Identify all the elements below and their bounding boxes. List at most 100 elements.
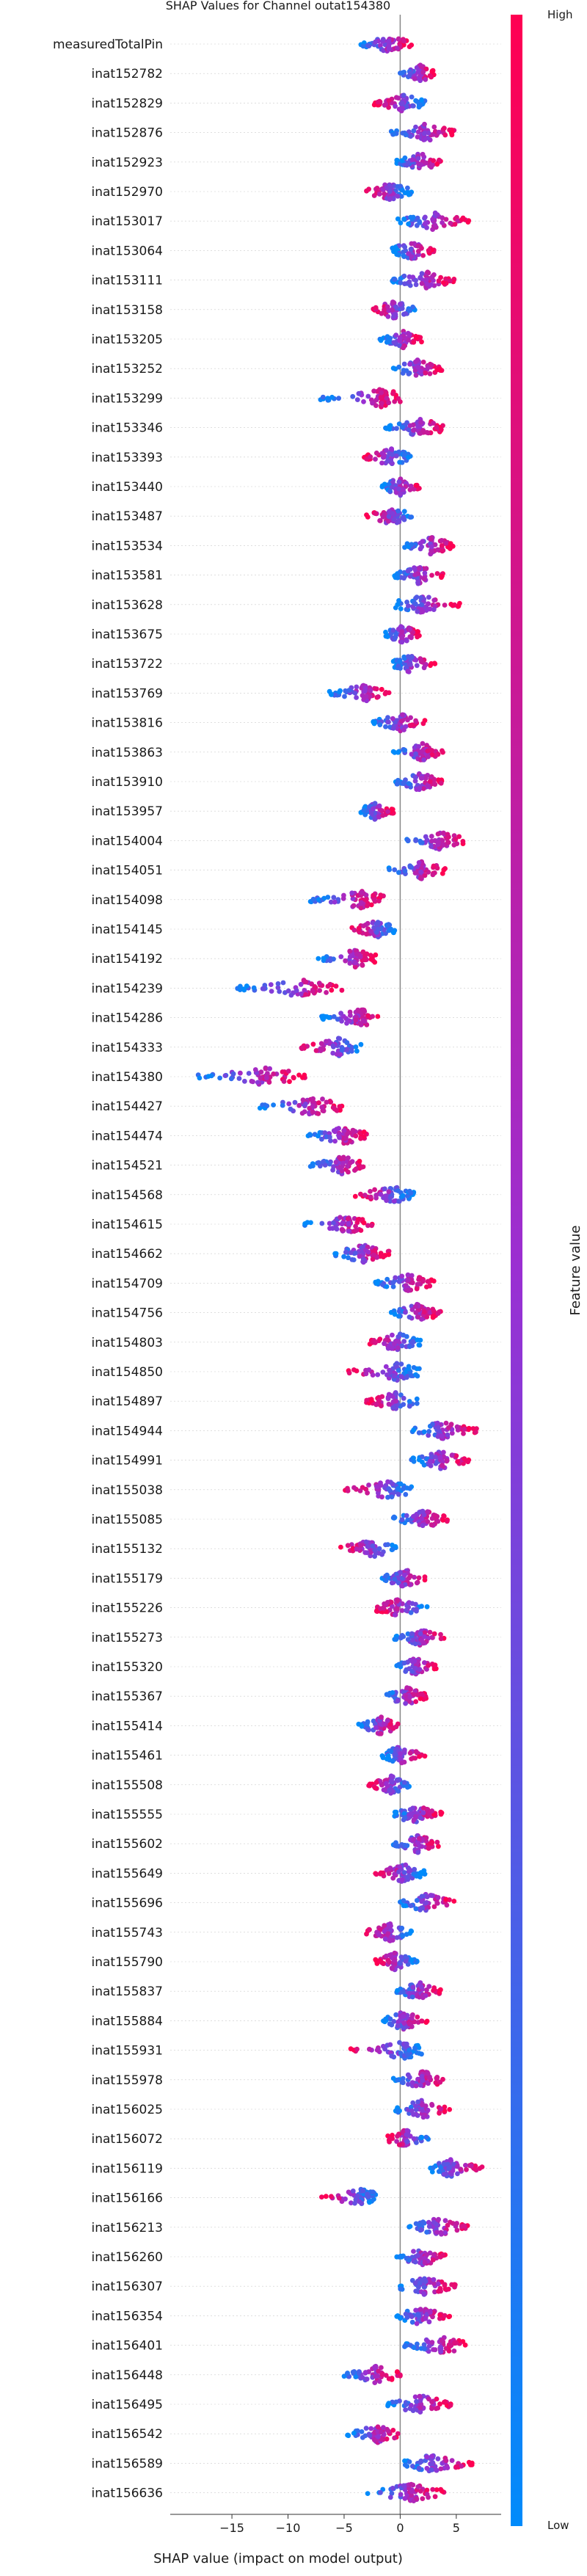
shap-point [353,1044,359,1049]
shap-point [338,1011,343,1016]
shap-point [420,151,426,157]
shap-point [399,1760,404,1766]
shap-point [438,780,444,786]
shap-point [429,1841,434,1847]
shap-point [440,573,445,579]
shap-point [411,1455,416,1461]
shap-point [411,487,417,492]
shap-point [402,747,408,753]
shap-point [345,1488,351,1493]
shap-point [392,1311,398,1317]
shap-point [228,1076,234,1082]
shap-point [368,928,373,934]
shap-point [371,892,376,898]
shap-point [411,1817,417,1823]
feature-label: inat154474 [92,1129,163,1143]
shap-point [379,390,384,396]
shap-point [364,456,369,462]
shap-point [413,359,418,365]
shap-point [401,92,406,98]
shap-point [373,305,379,310]
feature-label: inat153158 [92,303,163,318]
feature-label: inat152876 [92,126,163,141]
shap-point [375,1484,380,1490]
shap-point [396,364,402,370]
feature-label: inat155790 [92,1955,163,1970]
shap-point [303,979,309,985]
shap-point [423,66,429,72]
shap-point [352,691,358,696]
feature-label: inat154991 [92,1454,163,1469]
feature-label: inat153863 [92,746,163,760]
shap-point [388,926,394,932]
shap-point [419,776,425,781]
shap-point [402,868,408,874]
shap-point [252,1067,258,1072]
shap-point [415,609,420,614]
shap-point [375,1014,381,1019]
shap-point [369,1223,374,1229]
shap-point [399,639,405,645]
feature-label: inat154051 [92,864,163,878]
feature-label: inat153581 [92,569,163,583]
shap-point [275,981,281,986]
shap-point [414,1607,419,1612]
shap-point [407,1811,413,1817]
feature-label: inat153064 [92,244,163,258]
shap-point [401,509,407,514]
shap-point [409,1631,415,1637]
shap-point [465,219,471,225]
shap-point [448,541,453,547]
shap-point [316,1111,321,1116]
shap-point [396,2142,402,2147]
shap-point [400,371,406,376]
shap-point [408,214,414,220]
shap-point [404,2139,410,2144]
shap-point [427,73,433,79]
shap-point [395,37,401,42]
shap-point [397,2017,403,2023]
shap-point [424,2230,429,2235]
shap-point [345,1543,351,1549]
feature-label: inat154521 [92,1159,163,1174]
shap-point [385,314,391,319]
shap-point [419,602,425,608]
shap-point [406,192,412,197]
shap-point [415,629,420,634]
shap-point [435,547,441,553]
shap-point [423,160,429,166]
shap-point [420,786,426,791]
shap-point [456,603,462,609]
shap-point [373,39,378,45]
shap-point [391,340,397,346]
shap-point [378,1192,384,1197]
feature-label: inat156495 [92,2398,163,2412]
shap-point [379,1714,384,1720]
shap-point [409,2012,415,2018]
shap-point [398,183,404,189]
feature-label: inat154944 [92,1424,163,1438]
shap-point [433,2080,439,2086]
shap-point [375,1372,381,1378]
shap-point [371,897,377,902]
shap-point [390,511,395,517]
shap-point [294,988,299,994]
shap-point [415,581,421,586]
shap-point [450,603,456,608]
shap-point [390,452,395,457]
shap-point [395,396,401,401]
shap-point [415,1314,421,1320]
shap-point [431,1904,437,1910]
shap-point [334,1107,339,1113]
shap-point [434,865,440,871]
feature-label: inat155696 [92,1896,163,1911]
shap-point [463,2163,468,2168]
shap-point [402,281,407,286]
shap-point [404,1513,409,1518]
shap-point [401,38,406,44]
shap-point [425,748,431,754]
shap-point [401,575,406,581]
shap-point [368,953,373,958]
shap-point [390,627,396,633]
feature-label: inat155273 [92,1631,163,1645]
